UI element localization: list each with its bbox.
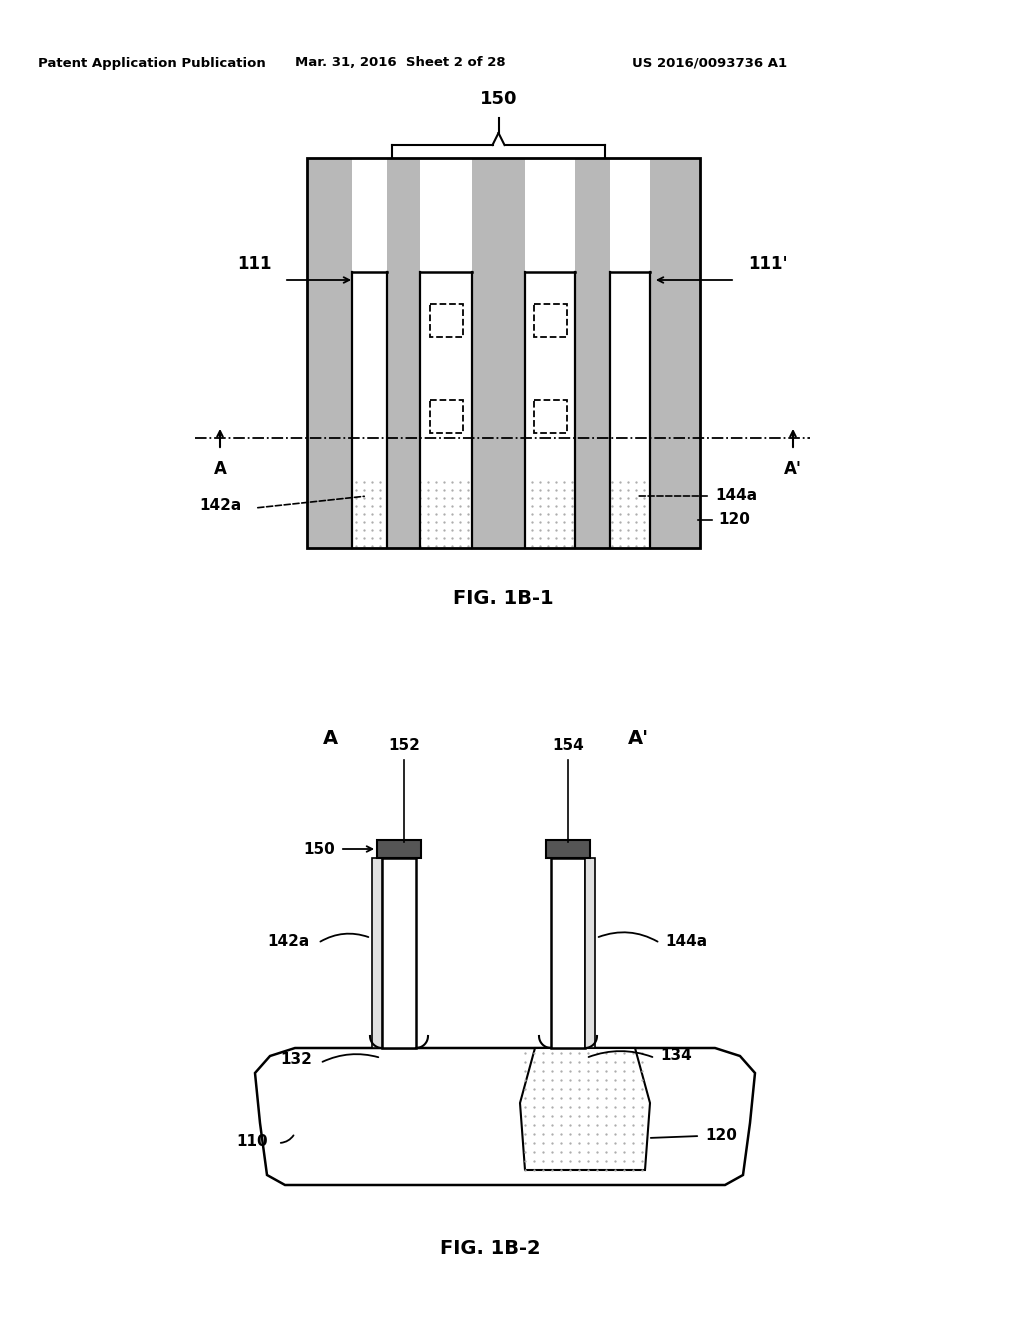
Bar <box>546 840 590 858</box>
Bar <box>372 858 382 1048</box>
Bar <box>420 272 472 478</box>
Bar <box>429 400 463 433</box>
Bar <box>525 272 575 478</box>
Bar <box>307 158 700 548</box>
Text: A': A' <box>628 729 648 747</box>
Text: 144a: 144a <box>665 933 708 949</box>
Bar <box>575 478 610 548</box>
Bar <box>382 858 416 1048</box>
Bar <box>352 478 650 548</box>
Bar <box>472 272 525 478</box>
Bar <box>352 272 650 478</box>
Bar <box>307 158 352 548</box>
Text: 142a: 142a <box>267 933 310 949</box>
Text: 120: 120 <box>718 512 750 528</box>
Text: 132: 132 <box>281 1052 312 1068</box>
Text: 111': 111' <box>748 255 787 273</box>
Bar <box>525 158 575 272</box>
Bar <box>472 158 525 548</box>
Text: A': A' <box>784 459 802 478</box>
Text: 120: 120 <box>705 1129 737 1143</box>
Text: 111: 111 <box>238 255 272 273</box>
Text: 150: 150 <box>303 842 335 857</box>
Text: 110: 110 <box>237 1134 268 1148</box>
Bar <box>650 158 700 548</box>
Text: 144a: 144a <box>715 488 757 503</box>
Bar <box>534 304 566 337</box>
Polygon shape <box>520 1048 650 1170</box>
Text: Patent Application Publication: Patent Application Publication <box>38 57 266 70</box>
Bar <box>610 158 650 272</box>
Text: FIG. 1B-1: FIG. 1B-1 <box>453 589 553 607</box>
Text: US 2016/0093736 A1: US 2016/0093736 A1 <box>633 57 787 70</box>
Text: 154: 154 <box>552 738 584 752</box>
Text: 142a: 142a <box>200 499 242 513</box>
Bar <box>575 272 610 478</box>
Bar <box>387 272 420 478</box>
Text: 150: 150 <box>480 90 517 108</box>
Bar <box>377 840 421 858</box>
Text: A: A <box>214 459 226 478</box>
Text: 152: 152 <box>388 738 420 752</box>
Text: 134: 134 <box>660 1048 692 1064</box>
Bar <box>352 158 387 272</box>
Bar <box>472 478 525 548</box>
Bar <box>387 478 420 548</box>
Text: Mar. 31, 2016  Sheet 2 of 28: Mar. 31, 2016 Sheet 2 of 28 <box>295 57 505 70</box>
Text: A: A <box>323 729 338 747</box>
Bar <box>551 858 585 1048</box>
Bar <box>387 158 420 548</box>
Bar <box>585 858 595 1048</box>
Bar <box>429 304 463 337</box>
Polygon shape <box>255 1048 755 1185</box>
Bar <box>575 158 610 548</box>
Bar <box>534 400 566 433</box>
Bar <box>420 158 472 272</box>
Text: FIG. 1B-2: FIG. 1B-2 <box>439 1238 541 1258</box>
